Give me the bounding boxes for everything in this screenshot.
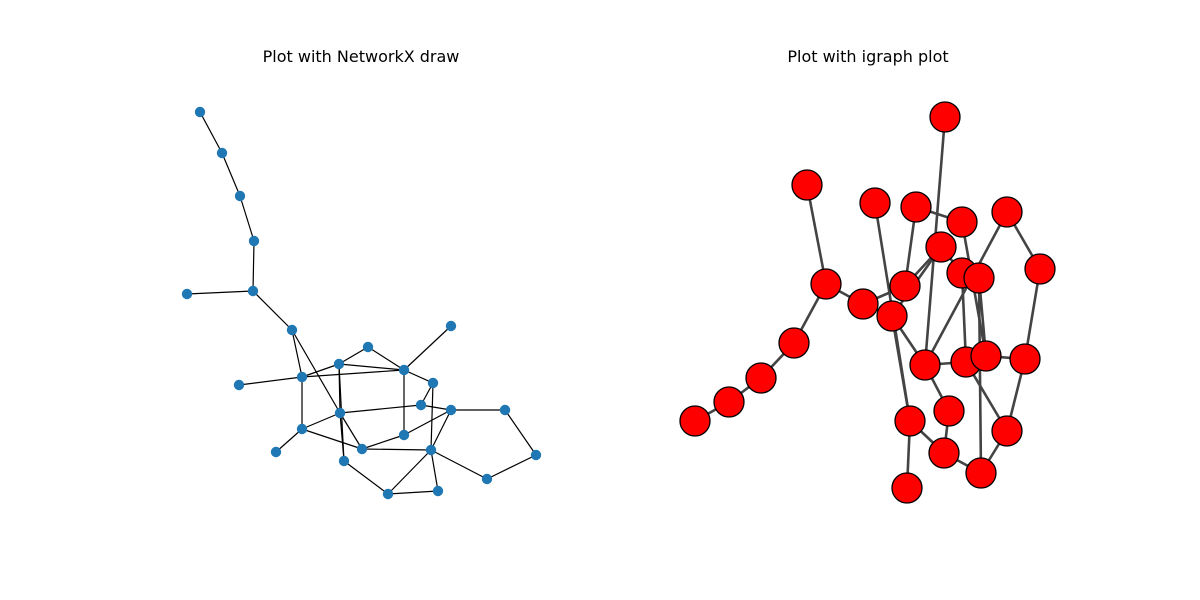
networkx-edge	[504, 409, 537, 456]
networkx-edge	[367, 346, 405, 371]
networkx-edges	[186, 111, 537, 495]
networkx-node	[216, 147, 228, 159]
networkx-node	[270, 446, 282, 458]
igraph-edge	[805, 184, 828, 285]
networkx-edge	[221, 152, 241, 197]
igraph-node	[909, 349, 941, 381]
networkx-node	[333, 358, 345, 370]
igraph-node	[928, 437, 960, 469]
networkx-node	[530, 449, 542, 461]
igraph-node	[876, 300, 908, 332]
igraph-node	[889, 270, 921, 302]
networkx-edge	[387, 449, 432, 495]
networkx-node	[432, 485, 444, 497]
networkx-node	[356, 443, 368, 455]
networkx-node	[234, 190, 246, 202]
igraph-node	[1024, 253, 1056, 285]
networkx-node	[425, 444, 437, 456]
networkx-edge	[361, 434, 405, 450]
igraph-edge	[923, 211, 1009, 366]
networkx-edge	[199, 111, 223, 154]
igraph-node	[810, 268, 842, 300]
networkx-edge	[361, 448, 432, 451]
networkx-edge	[430, 449, 439, 492]
networkx-edge	[430, 449, 488, 480]
networkx-node	[499, 404, 511, 416]
igraph-node	[679, 405, 711, 437]
igraph-node	[791, 169, 823, 201]
igraph-node	[946, 206, 978, 238]
igraph-edge	[977, 277, 983, 474]
networkx-node	[445, 320, 457, 332]
networkx-edge	[486, 454, 537, 480]
networkx-edge	[252, 290, 293, 331]
networkx-edge	[301, 412, 341, 430]
networkx-edge	[387, 490, 439, 495]
igraph-panel: Plot with igraph plot	[600, 0, 1200, 600]
networkx-edge	[403, 325, 452, 371]
networkx-edge	[403, 369, 434, 384]
networkx-edge	[403, 409, 452, 436]
igraph-node	[933, 395, 965, 427]
networkx-node	[194, 106, 206, 118]
igraph-nodes	[679, 101, 1056, 504]
networkx-edge	[343, 460, 389, 495]
networkx-edge	[275, 428, 303, 453]
igraph-node	[929, 101, 961, 133]
igraph-node	[925, 231, 957, 263]
igraph-node	[894, 405, 926, 437]
networkx-node	[338, 455, 350, 467]
igraph-node	[1009, 343, 1041, 375]
networkx-edge	[338, 363, 405, 371]
igraph-edges	[694, 116, 1042, 489]
networkx-edge	[186, 290, 254, 295]
networkx-node	[481, 473, 493, 485]
networkx-node	[334, 407, 346, 419]
networkx-edge	[339, 404, 422, 414]
networkx-node	[382, 488, 394, 500]
igraph-plot-title: Plot with igraph plot	[787, 47, 949, 66]
igraph-node	[745, 362, 777, 394]
igraph-node	[859, 187, 891, 219]
igraph-node	[963, 262, 995, 294]
igraph-node	[965, 457, 997, 489]
networkx-node	[286, 324, 298, 336]
networkx-node	[445, 404, 457, 416]
networkx-edge	[301, 369, 405, 378]
networkx-node	[233, 379, 245, 391]
networkx-node	[415, 399, 427, 411]
igraph-node	[991, 415, 1023, 447]
networkx-node	[296, 371, 308, 383]
networkx-edge	[238, 376, 303, 386]
networkx-edge	[430, 382, 434, 451]
networkx-node	[248, 235, 260, 247]
networkx-node	[398, 364, 410, 376]
networkx-plot-title: Plot with NetworkX draw	[262, 47, 460, 66]
networkx-edge	[291, 329, 303, 378]
networkx-node	[427, 377, 439, 389]
networkx-node	[296, 423, 308, 435]
igraph-node	[891, 472, 923, 504]
networkx-edge	[301, 363, 340, 378]
igraph-edge	[890, 315, 912, 422]
igraph-node	[847, 288, 879, 320]
networkx-node	[398, 429, 410, 441]
networkx-node	[181, 288, 193, 300]
networkx-panel: Plot with NetworkX draw	[263, 47, 460, 66]
networkx-edge	[430, 409, 452, 451]
networkx-edge	[252, 240, 255, 292]
networkx-edge	[339, 412, 363, 450]
networkx-node	[247, 285, 259, 297]
igraph-node	[991, 196, 1023, 228]
networkx-nodes	[181, 106, 542, 500]
networkx-edge	[301, 428, 363, 450]
networkx-edge	[239, 195, 255, 242]
igraph-node	[900, 191, 932, 223]
igraph-node	[713, 386, 745, 418]
networkx-node	[362, 341, 374, 353]
igraph-node	[970, 340, 1002, 372]
networkx-edge	[338, 346, 369, 365]
igraph-node	[778, 327, 810, 359]
